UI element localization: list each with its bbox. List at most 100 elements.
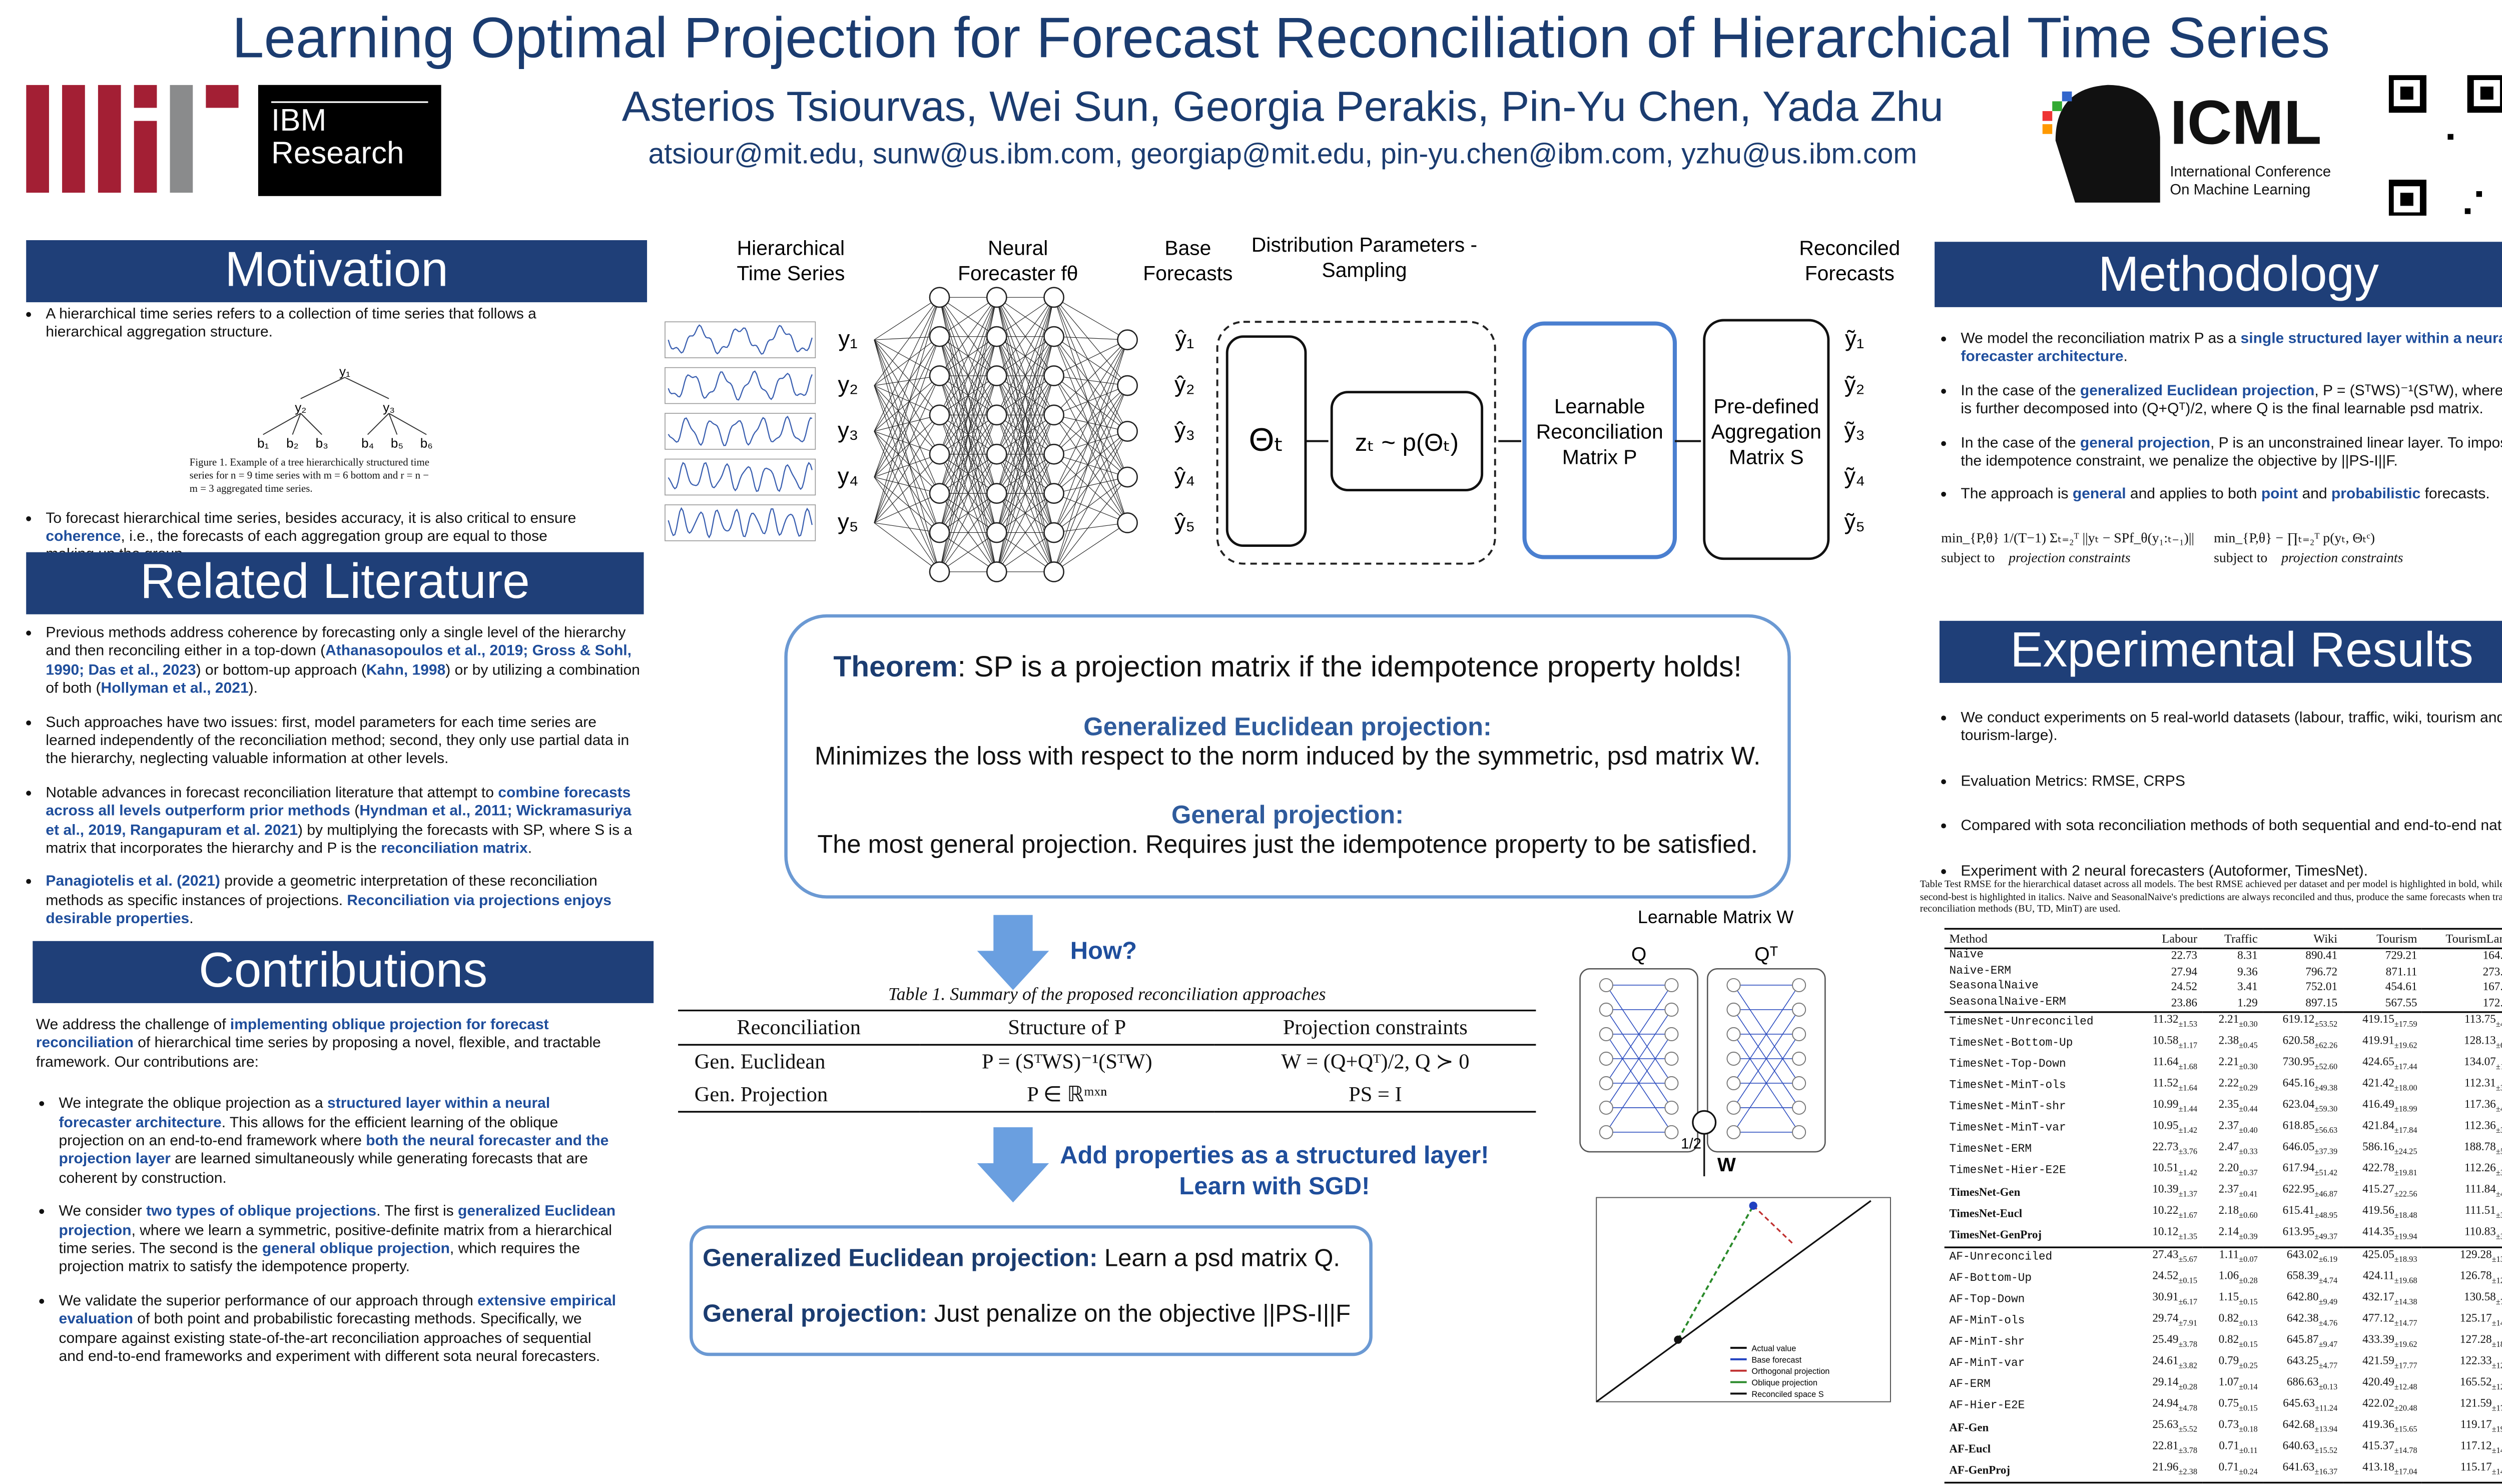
cell-error: ±4.74 <box>2318 1279 2338 1287</box>
table-cell: 1.07±0.14 <box>2202 1376 2263 1397</box>
table-row: TimesNet-GenProj 10.12±1.35 2.14±0.39 613.9… <box>1945 1226 2502 1248</box>
cell-value: 113.75 <box>2464 1013 2496 1027</box>
table-cell: 112.31±3.99 <box>2422 1077 2502 1098</box>
table-cell: 615.41±48.95 <box>2263 1205 2342 1226</box>
nn-edge <box>874 454 940 478</box>
cell-error: ±18.00 <box>2394 1086 2417 1095</box>
nn-edge <box>996 297 1054 454</box>
table-cell: 2.37±0.40 <box>2202 1120 2263 1141</box>
matrix-node <box>1599 1076 1613 1090</box>
nn-edge <box>996 532 1054 572</box>
matrix-box <box>1706 968 1826 1153</box>
diagram-label: Forecasts <box>1805 262 1895 285</box>
nn-edge <box>874 375 940 386</box>
cell-value: 897.15 <box>2305 996 2338 1010</box>
cell-value: 23.86 <box>2171 996 2198 1010</box>
cell-value: 10.39 <box>2152 1183 2179 1197</box>
table-cell: 424.11±19.68 <box>2342 1270 2422 1291</box>
cell-value: 24.61 <box>2152 1355 2179 1368</box>
summary-line: Generalized Euclidean projection: Learn … <box>703 1245 1369 1273</box>
cell-error: ±9.47 <box>2318 1342 2338 1351</box>
nn-node <box>929 326 950 347</box>
cell-error: ±0.28 <box>2178 1385 2198 1393</box>
cell-value: 29.14 <box>2152 1376 2179 1389</box>
nn-edge <box>1053 385 1128 533</box>
method-cell: TimesNet-MinT-var <box>1949 1122 2066 1136</box>
cell-value: 618.85 <box>2282 1119 2315 1133</box>
table-caption: Table 1. Summary of the proposed reconci… <box>888 985 1326 1005</box>
cell-error: ±19.62 <box>2394 1043 2417 1052</box>
text-run: and <box>2298 486 2331 502</box>
nn-edge <box>874 336 940 386</box>
cell-value: 890.41 <box>2305 949 2338 963</box>
nn-edge <box>1053 522 1128 572</box>
method-cell: AF-MinT-ols <box>1949 1315 2025 1328</box>
highlight: point <box>2261 486 2298 502</box>
table-cell: 567.55 <box>2342 996 2422 1013</box>
legend-entry: Base forecast <box>1751 1355 1801 1364</box>
nn-node <box>929 287 950 308</box>
nn-node <box>986 326 1007 347</box>
cell-error: ±15.65 <box>2394 1427 2417 1436</box>
cell-value: 11.64 <box>2153 1056 2179 1069</box>
z-box <box>1330 391 1484 492</box>
method-cell: TimesNet-Eucl <box>1949 1207 2023 1221</box>
table-cell: 415.27±22.56 <box>2342 1183 2422 1204</box>
cell-error: ±19.81 <box>2394 1171 2417 1179</box>
table-cell: 134.07±1.29 <box>2422 1056 2502 1077</box>
cell-error: ±5.67 <box>2178 1257 2198 1266</box>
bullet: We validate the superior performance of … <box>59 1292 616 1366</box>
table-cell: 164.80 <box>2422 949 2502 965</box>
cell-value: 172.64 <box>2482 996 2502 1010</box>
cell-value: 110.83 <box>2464 1226 2496 1239</box>
diagram-label: Aggregation <box>1711 420 1821 443</box>
section-heading: Experimental Results <box>1939 620 2502 683</box>
cell-error: ±24.25 <box>2394 1150 2417 1158</box>
nn-edge <box>1053 375 1128 477</box>
table-cell: 419.15±17.59 <box>2342 1013 2422 1035</box>
cell-value: 730.95 <box>2282 1056 2315 1069</box>
table-cell: 11.52±1.64 <box>2135 1077 2202 1098</box>
cell-error: ±12.98 <box>2491 1363 2502 1372</box>
cell-value: 421.59 <box>2362 1355 2394 1368</box>
table-cell: 658.39±4.74 <box>2263 1270 2342 1291</box>
cell-value: 2.37 <box>2218 1119 2239 1133</box>
cell-error: ±13.47 <box>2491 1257 2502 1266</box>
nn-edge <box>996 375 1054 572</box>
table-cell: 413.18±17.04 <box>2342 1461 2422 1483</box>
tree-node: b₂ <box>286 435 299 450</box>
nn-node <box>1043 404 1065 426</box>
reconciled-label: ỹ₅ <box>1844 509 1864 534</box>
text-run: ) or by utilizing a combination of both … <box>46 661 640 696</box>
matrix-node <box>1599 1002 1613 1017</box>
highlight: Hollyman et al., 2021 <box>101 680 249 696</box>
method-cell: TimesNet-Bottom-Up <box>1949 1037 2073 1051</box>
text-run: The approach is <box>1961 486 2073 502</box>
half-label: 1/2 <box>1681 1136 1701 1152</box>
table-cell: 10.39±1.37 <box>2135 1183 2202 1204</box>
table-row: AF-GenProj 21.96±2.38 0.71±0.24 641.63±16.3… <box>1945 1461 2502 1483</box>
nn-edge <box>1053 336 1128 386</box>
method-cell: TimesNet-Gen <box>1949 1186 2021 1199</box>
table-cell: 129.28±13.47 <box>2422 1248 2502 1270</box>
nn-edge <box>874 297 940 432</box>
series-line <box>668 462 813 492</box>
cell-value: 165.52 <box>2459 1376 2492 1389</box>
figure-title: Learnable Matrix W <box>1638 907 1793 927</box>
table-cell: 645.87±9.47 <box>2263 1334 2342 1355</box>
cell-error: ±6.17 <box>2178 1300 2198 1308</box>
cell-value: 22.81 <box>2152 1439 2179 1453</box>
nn-edge <box>874 340 940 533</box>
matrix-node <box>1726 1051 1741 1066</box>
tree-node: y₃ <box>383 399 395 414</box>
bullet: The approach is general and applies to b… <box>1961 486 2502 504</box>
nn-edge <box>874 431 940 572</box>
matrix-node <box>1726 1125 1741 1139</box>
table-row: SeasonalNaive 24.52 3.41 752.01 454.61 167.69 <box>1945 981 2502 996</box>
cell-value: 620.58 <box>2282 1035 2315 1048</box>
table-cell: 642.68±13.94 <box>2263 1419 2342 1440</box>
theorem-box: Theorem: SP is a projection matrix if th… <box>784 614 1791 899</box>
nn-edge <box>1053 414 1128 477</box>
dashed-box <box>1216 321 1496 565</box>
method-cell: AF-Top-Down <box>1949 1294 2025 1307</box>
